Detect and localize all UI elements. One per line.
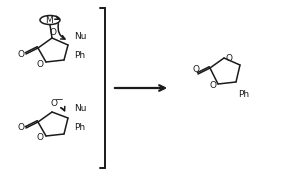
Text: M: M <box>45 15 53 24</box>
Text: O: O <box>51 98 57 107</box>
Text: Ph: Ph <box>239 89 250 98</box>
Text: O: O <box>192 64 200 73</box>
Text: Nu: Nu <box>74 31 86 40</box>
Text: Ph: Ph <box>74 123 86 132</box>
Text: O: O <box>225 53 233 62</box>
Text: O: O <box>37 60 43 69</box>
Text: O: O <box>17 50 25 59</box>
Text: O: O <box>17 123 25 132</box>
Text: Nu: Nu <box>74 103 86 112</box>
Text: O: O <box>37 134 43 143</box>
Text: −: − <box>55 95 63 105</box>
Text: Ph: Ph <box>74 51 86 60</box>
Text: O: O <box>210 80 217 89</box>
Text: O: O <box>49 28 57 37</box>
